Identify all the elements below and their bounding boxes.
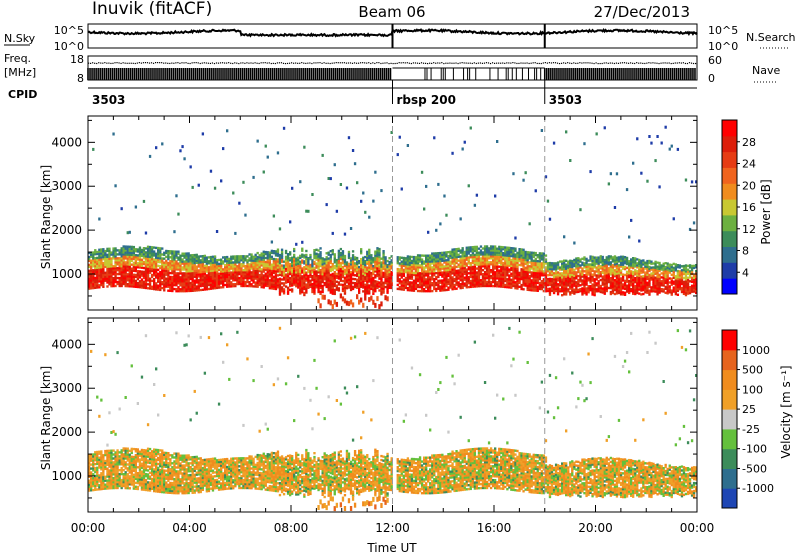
velocity-colorbar: 1000 500 100 25 -25 -100 -500 -1000 <box>721 329 774 509</box>
colorbar-tick-label: -100 <box>742 443 767 456</box>
x-axis: 00:00 04:00 08:00 12:00 16:00 20:00 00:00 <box>71 116 715 535</box>
colorbar-tick-label: 16 <box>742 201 756 214</box>
cpid-label: CPID <box>8 88 37 101</box>
noise-strip <box>87 23 698 49</box>
colorbar-swatch <box>722 448 737 469</box>
x-tick-label: 04:00 <box>172 521 207 535</box>
cpid-segment-label: 3503 <box>549 93 582 107</box>
frequency-strip <box>87 55 698 81</box>
x-tick-label: 00:00 <box>680 521 715 535</box>
colorbar-swatch <box>722 230 737 247</box>
power-scatter-cells <box>88 125 698 310</box>
cpid-segment-label: 3503 <box>92 93 125 107</box>
colorbar-tick-label: 20 <box>742 179 756 192</box>
power-panel: 1000 2000 3000 4000 <box>51 115 698 311</box>
colorbar-tick-label: 8 <box>742 245 749 258</box>
y-tick-label: 4000 <box>51 135 82 149</box>
x-axis-title: Time UT <box>366 541 417 554</box>
freq-label-line1: Freq. <box>4 52 31 65</box>
colorbar-swatch <box>722 151 737 168</box>
colorbar-swatch <box>722 409 737 430</box>
colorbar-swatch <box>722 428 737 450</box>
y-tick-label: 2000 <box>51 425 82 439</box>
x-tick-label: 16:00 <box>477 521 512 535</box>
power-colorbar-label: Power [dB] <box>759 179 773 244</box>
x-tick-label: 12:00 <box>375 521 410 535</box>
nsky-label: N.Sky <box>4 32 36 45</box>
y-tick-label: 2000 <box>51 223 82 237</box>
colorbar-tick-label: 4 <box>742 266 749 279</box>
colorbar-swatch <box>722 135 737 153</box>
x-tick-label: 00:00 <box>71 521 106 535</box>
velocity-panel: 1000 2000 3000 4000 <box>51 317 698 513</box>
nsearch-label: N.Search <box>746 31 796 44</box>
nave-tick-top: 60 <box>708 54 722 67</box>
nsearch-tick-bottom: 10^0 <box>708 40 738 53</box>
colorbar-swatch <box>722 246 737 263</box>
date-title: 27/Dec/2013 <box>594 3 690 21</box>
y-tick-label: 4000 <box>51 337 82 351</box>
colorbar-swatch <box>722 330 737 351</box>
colorbar-tick-label: 12 <box>742 223 756 236</box>
colorbar-tick-label: -25 <box>742 423 760 436</box>
colorbar-tick-label: 25 <box>742 403 756 416</box>
cpid-segment-label: rbsp 200 <box>397 93 456 107</box>
colorbar-tick-label: 1000 <box>742 344 770 357</box>
colorbar-tick-label: 28 <box>742 136 756 149</box>
colorbar-swatch <box>722 468 737 489</box>
colorbar-swatch <box>722 278 737 295</box>
colorbar-swatch <box>722 488 737 509</box>
colorbar-swatch <box>722 199 737 216</box>
freq-tick-top: 18 <box>70 53 84 66</box>
colorbar-swatch <box>722 389 737 410</box>
velocity-scatter-cells <box>88 326 698 512</box>
colorbar-swatch <box>722 262 737 279</box>
freq-label-line2: [MHz] <box>4 66 36 79</box>
colorbar-tick-label: 500 <box>742 364 763 377</box>
power-colorbar: 28 24 20 16 12 8 4 <box>721 119 756 295</box>
colorbar-tick-label: 24 <box>742 158 756 171</box>
y-tick-label: 1000 <box>51 267 82 281</box>
colorbar-swatch <box>722 349 737 371</box>
x-tick-label: 08:00 <box>274 521 309 535</box>
colorbar-tick-label: 100 <box>742 383 763 396</box>
colorbar-tick-label: -1000 <box>742 482 774 495</box>
nave-tick-bottom: 0 <box>708 72 715 85</box>
power-ylabel: Slant Range [km] <box>39 165 53 269</box>
y-tick-label: 3000 <box>51 179 82 193</box>
colorbar-swatch <box>722 369 737 390</box>
beam-title: Beam 06 <box>358 3 425 21</box>
y-tick-label: 3000 <box>51 381 82 395</box>
colorbar-swatch <box>722 214 737 232</box>
nave-label: Nave <box>752 64 780 77</box>
y-tick-label: 1000 <box>51 469 82 483</box>
colorbar-swatch <box>722 183 737 200</box>
velocity-colorbar-label: Velocity [m s⁻¹] <box>779 365 793 458</box>
nsearch-tick-top: 10^5 <box>708 24 738 37</box>
velocity-ylabel: Slant Range [km] <box>39 366 53 470</box>
colorbar-swatch <box>722 167 737 184</box>
nsky-tick-bottom: 10^0 <box>54 40 84 53</box>
nsky-tick-top: 10^5 <box>54 24 84 37</box>
colorbar-tick-label: -500 <box>742 462 767 475</box>
x-tick-label: 20:00 <box>578 521 613 535</box>
station-title: Inuvik (fitACF) <box>92 0 212 19</box>
cpid-strip: 3503 rbsp 200 3503 <box>88 80 697 107</box>
colorbar-swatch <box>722 120 737 137</box>
freq-tick-bottom: 8 <box>77 72 84 85</box>
